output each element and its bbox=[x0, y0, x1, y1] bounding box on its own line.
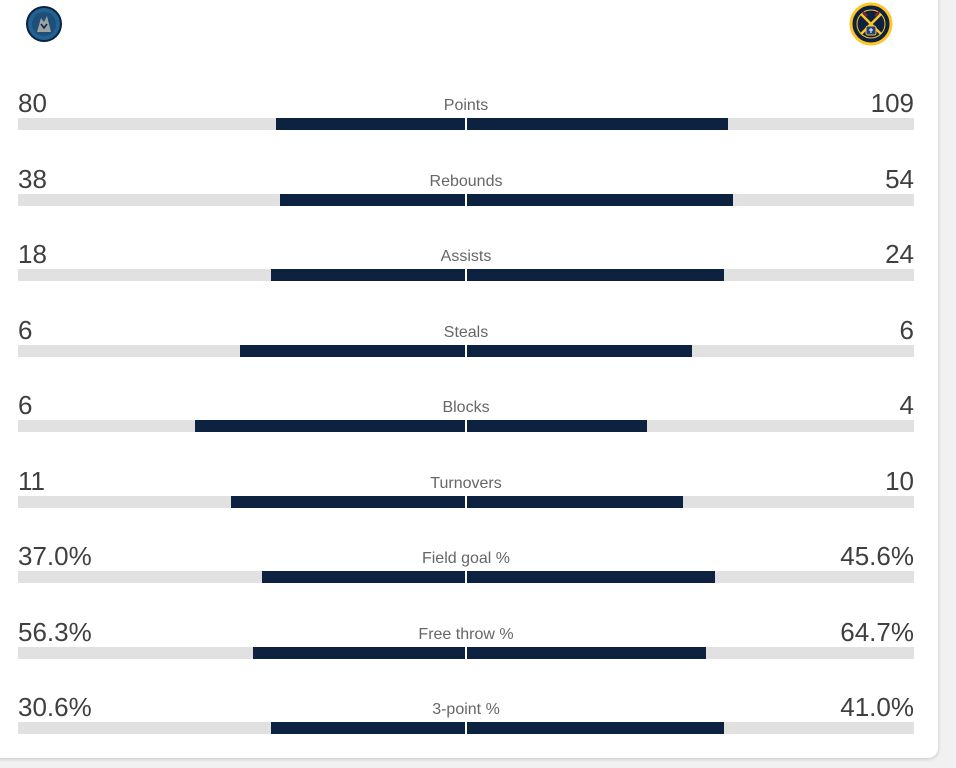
away-stat-value: 109 bbox=[870, 88, 914, 118]
away-stat-value: 10 bbox=[885, 466, 914, 496]
away-stat-bar bbox=[467, 345, 692, 357]
home-stat-bar bbox=[262, 571, 465, 583]
home-stat-value: 38 bbox=[18, 164, 47, 194]
away-stat-bar-track bbox=[467, 420, 914, 432]
away-stat-bar bbox=[467, 722, 724, 734]
away-stat-bar-track bbox=[467, 269, 914, 281]
home-stat-bar bbox=[276, 118, 465, 130]
away-stat-value: 41.0% bbox=[840, 692, 914, 722]
stat-label: Turnovers bbox=[430, 475, 502, 492]
stat-label: Field goal % bbox=[421, 550, 511, 567]
home-stat-value: 18 bbox=[18, 239, 47, 269]
home-stat-value: 6 bbox=[18, 390, 33, 420]
home-stat-value: 56.3% bbox=[18, 617, 92, 647]
away-stat-value: 64.7% bbox=[840, 617, 914, 647]
away-stat-value: 45.6% bbox=[840, 541, 914, 571]
stat-label: Assists bbox=[440, 248, 492, 265]
home-stat-value: 11 bbox=[18, 466, 45, 496]
stat-row: 38 Rebounds 54 bbox=[18, 164, 914, 240]
stat-row: 56.3% Free throw % 64.7% bbox=[18, 617, 914, 693]
stat-row: 80 Points 109 bbox=[18, 88, 914, 164]
away-stat-bar-track bbox=[467, 118, 914, 130]
stat-row: 6 Steals 6 bbox=[18, 315, 914, 391]
home-stat-value: 6 bbox=[18, 315, 33, 345]
home-stat-bar bbox=[195, 420, 465, 432]
away-stat-bar bbox=[467, 496, 683, 508]
stat-row: 11 Turnovers 10 bbox=[18, 466, 914, 542]
away-stat-bar-track bbox=[467, 571, 914, 583]
away-stat-bar bbox=[467, 647, 706, 659]
away-stat-bar-track bbox=[467, 496, 914, 508]
home-stat-value: 37.0% bbox=[18, 541, 92, 571]
home-stat-bar-track bbox=[18, 571, 465, 583]
home-stat-bar bbox=[253, 647, 465, 659]
home-stat-bar-track bbox=[18, 420, 465, 432]
away-stat-value: 54 bbox=[885, 164, 914, 194]
away-stat-bar-track bbox=[467, 722, 914, 734]
stat-label: Rebounds bbox=[429, 173, 503, 190]
away-stat-bar bbox=[467, 420, 647, 432]
home-stat-bar-track bbox=[18, 194, 465, 206]
stat-label: 3-point % bbox=[432, 701, 500, 718]
nuggets-logo-icon bbox=[849, 2, 893, 46]
away-stat-bar-track bbox=[467, 194, 914, 206]
stat-row: 37.0% Field goal % 45.6% bbox=[18, 541, 914, 617]
home-stat-bar-track bbox=[18, 118, 465, 130]
timberwolves-logo-icon bbox=[26, 6, 62, 42]
away-stat-bar-track bbox=[467, 647, 914, 659]
away-stat-bar-track bbox=[467, 345, 914, 357]
away-stat-value: 6 bbox=[899, 315, 914, 345]
home-stat-value: 30.6% bbox=[18, 692, 92, 722]
stat-row: 18 Assists 24 bbox=[18, 239, 914, 315]
stat-label: Points bbox=[443, 97, 489, 114]
stat-label: Blocks bbox=[442, 399, 490, 416]
home-stat-value: 80 bbox=[18, 88, 47, 118]
home-stat-bar bbox=[231, 496, 465, 508]
home-stat-bar bbox=[271, 722, 465, 734]
home-stat-bar bbox=[240, 345, 465, 357]
away-stat-bar bbox=[467, 118, 728, 130]
home-stat-bar-track bbox=[18, 496, 465, 508]
stat-row: 6 Blocks 4 bbox=[18, 390, 914, 466]
home-stat-bar-track bbox=[18, 269, 465, 281]
away-stat-bar bbox=[467, 194, 733, 206]
home-stat-bar bbox=[280, 194, 465, 206]
away-stat-bar bbox=[467, 269, 724, 281]
away-stat-bar bbox=[467, 571, 715, 583]
home-stat-bar-track bbox=[18, 722, 465, 734]
away-stat-value: 24 bbox=[885, 239, 914, 269]
stat-label: Free throw % bbox=[418, 626, 514, 643]
stat-label: Steals bbox=[443, 324, 489, 341]
stat-row: 30.6% 3-point % 41.0% bbox=[18, 692, 914, 768]
away-stat-value: 4 bbox=[899, 390, 914, 420]
home-stat-bar bbox=[271, 269, 465, 281]
home-stat-bar-track bbox=[18, 345, 465, 357]
home-stat-bar-track bbox=[18, 647, 465, 659]
